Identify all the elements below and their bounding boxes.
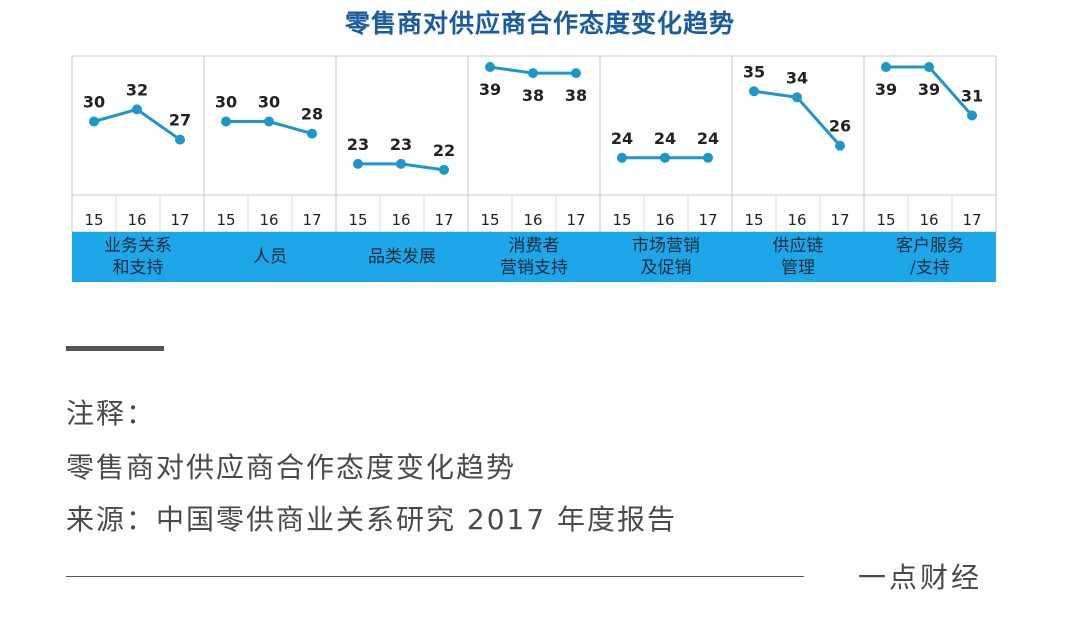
x-tick-label: 17 — [302, 211, 321, 229]
x-tick-label: 17 — [830, 211, 849, 229]
notes-description: 零售商对供应商合作态度变化趋势 — [66, 451, 517, 484]
data-point — [660, 152, 670, 163]
x-tick-label: 17 — [962, 211, 981, 229]
x-tick-label: 15 — [480, 211, 499, 229]
data-label: 24 — [611, 129, 633, 148]
data-point — [924, 62, 934, 73]
data-label: 28 — [301, 105, 323, 124]
data-point — [89, 116, 99, 127]
x-tick-label: 17 — [434, 211, 453, 229]
data-point — [749, 86, 759, 97]
data-label: 24 — [654, 129, 676, 148]
data-point — [353, 158, 363, 169]
data-point — [485, 62, 495, 73]
footer-divider — [66, 576, 804, 577]
data-point — [221, 116, 231, 127]
category-label: 人员 — [253, 247, 287, 267]
data-label: 38 — [522, 86, 544, 105]
data-point — [792, 92, 802, 103]
data-point — [528, 68, 538, 79]
x-tick-label: 17 — [566, 211, 585, 229]
x-tick-label: 17 — [698, 211, 717, 229]
x-tick-label: 16 — [655, 211, 674, 229]
data-label: 39 — [875, 80, 897, 99]
x-tick-label: 15 — [876, 211, 895, 229]
category-label: 业务关系 和支持 — [104, 236, 172, 278]
data-point — [439, 164, 449, 175]
category-label: 市场营销 及促销 — [632, 236, 700, 278]
data-point — [571, 68, 581, 79]
data-label: 32 — [126, 80, 148, 99]
data-point — [307, 128, 317, 139]
x-tick-label: 15 — [216, 211, 235, 229]
notes-heading: 注释： — [66, 397, 157, 430]
data-label: 39 — [918, 80, 940, 99]
x-tick-label: 15 — [744, 211, 763, 229]
x-tick-label: 16 — [127, 211, 146, 229]
chart-title: 零售商对供应商合作态度变化趋势 — [344, 9, 735, 38]
data-label: 38 — [565, 86, 587, 105]
data-point — [617, 152, 627, 163]
data-label: 22 — [433, 141, 455, 160]
data-label: 30 — [83, 93, 105, 112]
data-label: 23 — [390, 135, 412, 154]
data-label: 31 — [961, 86, 983, 105]
data-point — [132, 104, 142, 115]
data-point — [264, 116, 274, 127]
x-tick-label: 16 — [523, 211, 542, 229]
data-label: 24 — [697, 129, 719, 148]
data-point — [396, 158, 406, 169]
panel-frame — [203, 55, 337, 233]
x-tick-label: 15 — [612, 211, 631, 229]
x-tick-label: 15 — [348, 211, 367, 229]
x-tick-label: 16 — [259, 211, 278, 229]
category-band — [72, 232, 996, 282]
x-tick-label: 15 — [84, 211, 103, 229]
data-point — [967, 110, 977, 121]
data-point — [703, 152, 713, 163]
x-tick-label: 17 — [170, 211, 189, 229]
data-point — [835, 140, 845, 151]
x-tick-label: 16 — [919, 211, 938, 229]
data-point — [175, 134, 185, 145]
brand-label: 一点财经 — [858, 561, 983, 594]
data-label: 34 — [786, 68, 808, 87]
notes-source: 来源：中国零供商业关系研究 2017 年度报告 — [66, 503, 678, 536]
x-tick-label: 16 — [787, 211, 806, 229]
data-label: 27 — [169, 111, 191, 130]
data-label: 23 — [347, 135, 369, 154]
data-label: 35 — [743, 62, 765, 81]
category-label: 客户服务 /支持 — [896, 236, 964, 278]
data-label: 39 — [479, 80, 501, 99]
data-label: 26 — [829, 117, 851, 136]
category-label: 供应链 管理 — [772, 236, 824, 278]
line-chart: 30 32 27 15 16 17 30 30 28 15 16 17 23 23 22 15 16 17 39 38… — [71, 55, 997, 233]
data-label: 30 — [215, 93, 237, 112]
category-label: 消费者 营销支持 — [500, 236, 568, 278]
category-label: 品类发展 — [368, 247, 436, 267]
x-tick-label: 16 — [391, 211, 410, 229]
section-divider — [66, 346, 164, 351]
data-label: 30 — [258, 93, 280, 112]
data-point — [881, 62, 891, 73]
